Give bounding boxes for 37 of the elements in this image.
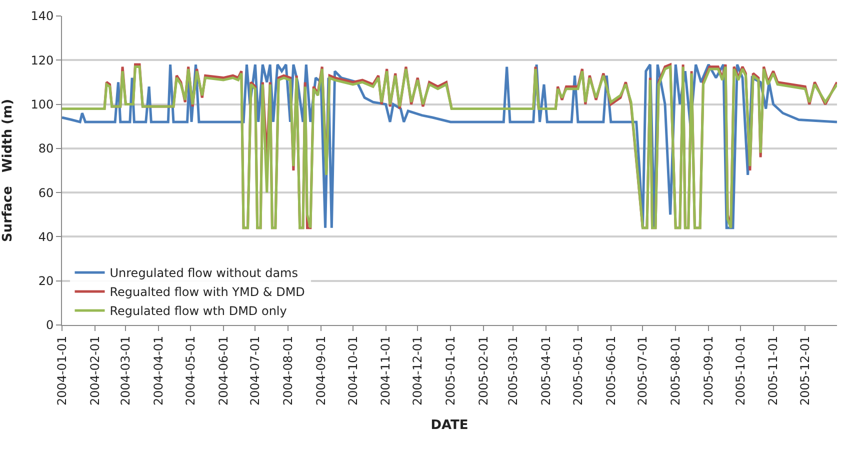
- x-tick-label: 2005-06-01: [604, 336, 618, 406]
- x-tick-label: 2005-10-01: [733, 336, 748, 406]
- x-tick-label: 2004-05-01: [183, 336, 198, 406]
- y-tick-label: 40: [38, 230, 54, 244]
- x-tick-label: 2005-12-01: [798, 336, 812, 406]
- x-tick-label: 2004-01-01: [54, 336, 69, 406]
- y-axis-title: Surface Width (m): [0, 98, 16, 242]
- y-tick-label: 120: [30, 53, 54, 68]
- x-tick-label: 2004-10-01: [346, 336, 360, 406]
- x-tick-label: 2004-04-01: [152, 336, 166, 406]
- x-tick-label: 2004-11-01: [378, 336, 393, 406]
- x-tick-label: 2005-03-01: [506, 336, 520, 406]
- x-tick-label: 2005-09-01: [701, 336, 716, 406]
- y-tick-label: 20: [38, 274, 54, 288]
- x-tick-label: 2004-03-01: [118, 336, 133, 406]
- x-tick-label: 2005-05-01: [570, 336, 585, 406]
- y-tick-label: 0: [46, 318, 54, 332]
- x-tick-label: 2005-04-01: [539, 336, 554, 406]
- x-tick-label: 2004-08-01: [281, 336, 296, 406]
- legend-label: Unregulated flow without dams: [110, 266, 298, 280]
- x-tick-label: 2005-08-01: [668, 336, 683, 406]
- y-tick-label: 80: [38, 142, 54, 156]
- x-tick-label: 2004-02-01: [88, 336, 102, 406]
- x-tick-label: 2005-11-01: [766, 336, 780, 406]
- x-tick-label: 2004-09-01: [314, 336, 328, 406]
- x-tick-label: 2004-07-01: [248, 336, 262, 406]
- x-tick-label: 2004-06-01: [216, 336, 230, 406]
- x-tick-label: 2004-12-01: [410, 336, 425, 406]
- y-tick-label: 140: [30, 9, 54, 24]
- x-tick-label: 2005-01-01: [443, 336, 458, 406]
- legend-label: Regulated flow wth DMD only: [110, 304, 287, 318]
- y-tick-label: 100: [30, 97, 54, 112]
- x-tick-label: 2005-02-01: [476, 336, 490, 406]
- legend-label: Regualted flow with YMD & DMD: [110, 285, 305, 300]
- x-axis-title: DATE: [430, 418, 468, 434]
- y-tick-label: 60: [38, 186, 54, 200]
- x-tick-label: 2005-07-01: [636, 336, 650, 406]
